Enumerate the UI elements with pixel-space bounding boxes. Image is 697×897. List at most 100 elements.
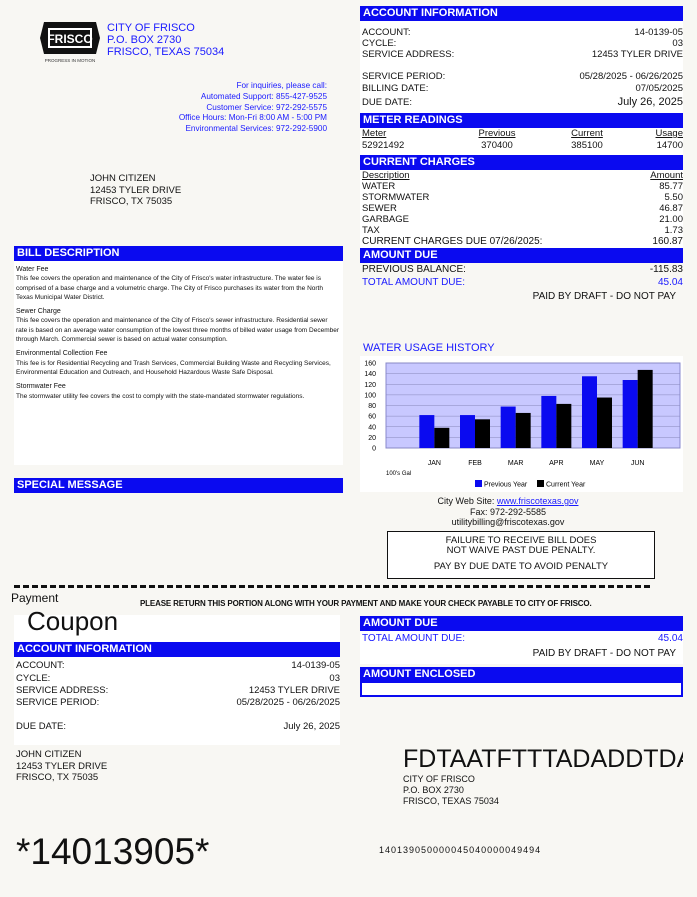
due-date-label: DUE DATE: <box>362 97 412 108</box>
amount-enclosed-header: AMOUNT ENCLOSED <box>360 667 683 682</box>
service-address-label: SERVICE ADDRESS: <box>362 49 455 60</box>
x-tick-label: JUN <box>631 460 645 467</box>
bar-previous-year <box>460 415 475 448</box>
x-tick-label: MAR <box>508 460 524 467</box>
coupon-customer-street: 12453 TYLER DRIVE <box>16 760 108 772</box>
billing-date-label: BILLING DATE: <box>362 83 429 94</box>
water-usage-chart: 0 20 40 60 80 100 120 140 160 JAN FEB MAR APR MAY JUN 1… <box>364 361 681 489</box>
bar-previous-year <box>500 406 516 448</box>
account-barcode: *14013905* <box>16 831 210 872</box>
charge-water-amount: 85.77 <box>659 181 683 192</box>
customer-address: JOHN CITIZEN 12453 TYLER DRIVE FRISCO, T… <box>90 173 181 208</box>
sewer-charge-text: This fee covers the operation and mainte… <box>16 317 340 344</box>
paid-by-draft-note: PAID BY DRAFT - DO NOT PAY <box>532 291 676 302</box>
y-tick-label: 80 <box>368 403 376 410</box>
email: utilitybilling@friscotexas.gov <box>451 517 565 527</box>
remit-address: CITY OF FRISCO P.O. BOX 2730 FRISCO, TEX… <box>403 774 499 807</box>
total-amount-due-label: TOTAL AMOUNT DUE: <box>362 277 465 288</box>
current-charges-header: CURRENT CHARGES <box>360 155 683 170</box>
charge-tax-amount: 1.73 <box>664 225 684 236</box>
y-tick-label: 60 <box>368 414 376 421</box>
fax: Fax: 972-292-5585 <box>469 506 547 517</box>
environmental-services: Environmental Services: 972-292-5900 <box>185 124 327 134</box>
city-po-box: P.O. BOX 2730 <box>107 34 182 46</box>
due-date: July 26, 2025 <box>617 96 683 108</box>
meter-table: Meter Previous Current Usage 52921492 370400… <box>362 128 683 152</box>
coupon-account-label: ACCOUNT: <box>16 660 65 671</box>
y-axis-label: 100's Gal <box>386 471 411 477</box>
sewer-charge-title: Sewer Charge <box>16 308 61 316</box>
remit-po-box: P.O. BOX 2730 <box>403 785 464 795</box>
coupon-due: July 26, 2025 <box>283 721 340 732</box>
current-charges-due-label: CURRENT CHARGES DUE 07/26/2025: <box>362 236 543 247</box>
legend-label: Current Year <box>546 482 586 489</box>
city-name: CITY OF FRISCO <box>107 22 195 34</box>
svg-text:PROGRESS IN MOTION: PROGRESS IN MOTION <box>45 58 96 63</box>
x-tick-label: FEB <box>468 460 482 467</box>
service-address: 12453 TYLER DRIVE <box>591 49 683 60</box>
notice-line-3: PAY BY DUE DATE TO AVOID PENALTY <box>433 561 609 572</box>
remit-city: CITY OF FRISCO <box>403 774 475 784</box>
inquiries: For inquiries, please call: Automated Su… <box>179 81 327 135</box>
current-charges-total: 160.87 <box>652 236 683 247</box>
y-tick-label: 100 <box>364 392 376 399</box>
website-link[interactable]: www.friscotexas.gov <box>496 496 579 506</box>
office-hours: Office Hours: Mon-Fri 8:00 AM - 5:00 PM <box>178 113 327 123</box>
usage-col-header: Usage <box>655 128 683 139</box>
city-logo: FRISCO PROGRESS IN MOTION <box>38 18 102 64</box>
previous-reading: 370400 <box>481 140 513 151</box>
coupon-cycle: 03 <box>329 673 340 684</box>
current-reading: 385100 <box>571 140 603 151</box>
chart-title: WATER USAGE HISTORY <box>363 342 495 354</box>
tear-line <box>14 585 650 588</box>
legend-swatch <box>537 480 544 487</box>
legend-swatch <box>475 480 482 487</box>
current-col-header: Current <box>571 128 603 139</box>
charge-water-label: WATER <box>362 181 396 192</box>
customer-street: 12453 TYLER DRIVE <box>90 184 182 196</box>
account-number: 14-0139-05 <box>634 27 683 38</box>
coupon-label: Coupon <box>27 606 119 636</box>
city-address: CITY OF FRISCO P.O. BOX 2730 FRISCO, TEX… <box>107 22 224 58</box>
description-header: Description <box>362 170 410 181</box>
notice-line-2: NOT WAIVE PAST DUE PENALTY. <box>446 545 596 556</box>
y-tick-label: 120 <box>364 382 376 389</box>
coupon-period: 05/28/2025 - 06/26/2025 <box>236 697 340 708</box>
y-tick-label: 40 <box>368 424 376 431</box>
bar-current-year <box>475 419 490 448</box>
bar-current-year <box>515 412 531 448</box>
coupon-customer-city: FRISCO, TX 75035 <box>16 772 99 783</box>
bar-current-year <box>434 427 450 448</box>
charge-sewer-label: SEWER <box>362 203 397 214</box>
web-label: City Web Site: <box>437 496 495 506</box>
coupon-instruction: PLEASE RETURN THIS PORTION ALONG WITH YO… <box>140 599 592 608</box>
meter-readings-header: METER READINGS <box>360 113 683 128</box>
amount-enclosed-input[interactable] <box>360 681 683 697</box>
account-info-header: ACCOUNT INFORMATION <box>360 6 683 21</box>
penalty-notice: FAILURE TO RECEIVE BILL DOES NOT WAIVE P… <box>387 531 655 579</box>
x-tick-label: APR <box>549 460 563 467</box>
customer-name: JOHN CITIZEN <box>90 173 156 184</box>
coupon-period-label: SERVICE PERIOD: <box>16 697 100 708</box>
x-tick-label: JAN <box>428 460 441 467</box>
bill-description: Water Fee This fee covers the operation a… <box>14 246 343 465</box>
customer-service: Customer Service: 972-292-5575 <box>206 102 327 112</box>
billing-date: 07/05/2025 <box>635 83 683 94</box>
x-tick-label: MAY <box>590 460 605 467</box>
usage: 14700 <box>656 140 683 151</box>
amount-header: Amount <box>650 170 683 181</box>
remit-city-state: FRISCO, TEXAS 75034 <box>403 796 499 806</box>
bar-previous-year <box>582 376 597 448</box>
coupon-address: 12453 TYLER DRIVE <box>248 685 340 696</box>
coupon-account-header: ACCOUNT INFORMATION <box>14 642 340 657</box>
charge-stormwater-amount: 5.50 <box>664 192 684 203</box>
charge-garbage-amount: 21.00 <box>659 214 683 225</box>
y-tick-label: 160 <box>364 361 376 368</box>
coupon-customer-name: JOHN CITIZEN <box>16 749 82 760</box>
water-fee-title: Water Fee <box>16 266 49 273</box>
bar-current-year <box>597 397 612 448</box>
bar-previous-year <box>419 415 435 448</box>
coupon-paid-note: PAID BY DRAFT - DO NOT PAY <box>532 648 676 659</box>
coupon-total-label: TOTAL AMOUNT DUE: <box>362 633 465 644</box>
bar-previous-year <box>622 380 638 448</box>
